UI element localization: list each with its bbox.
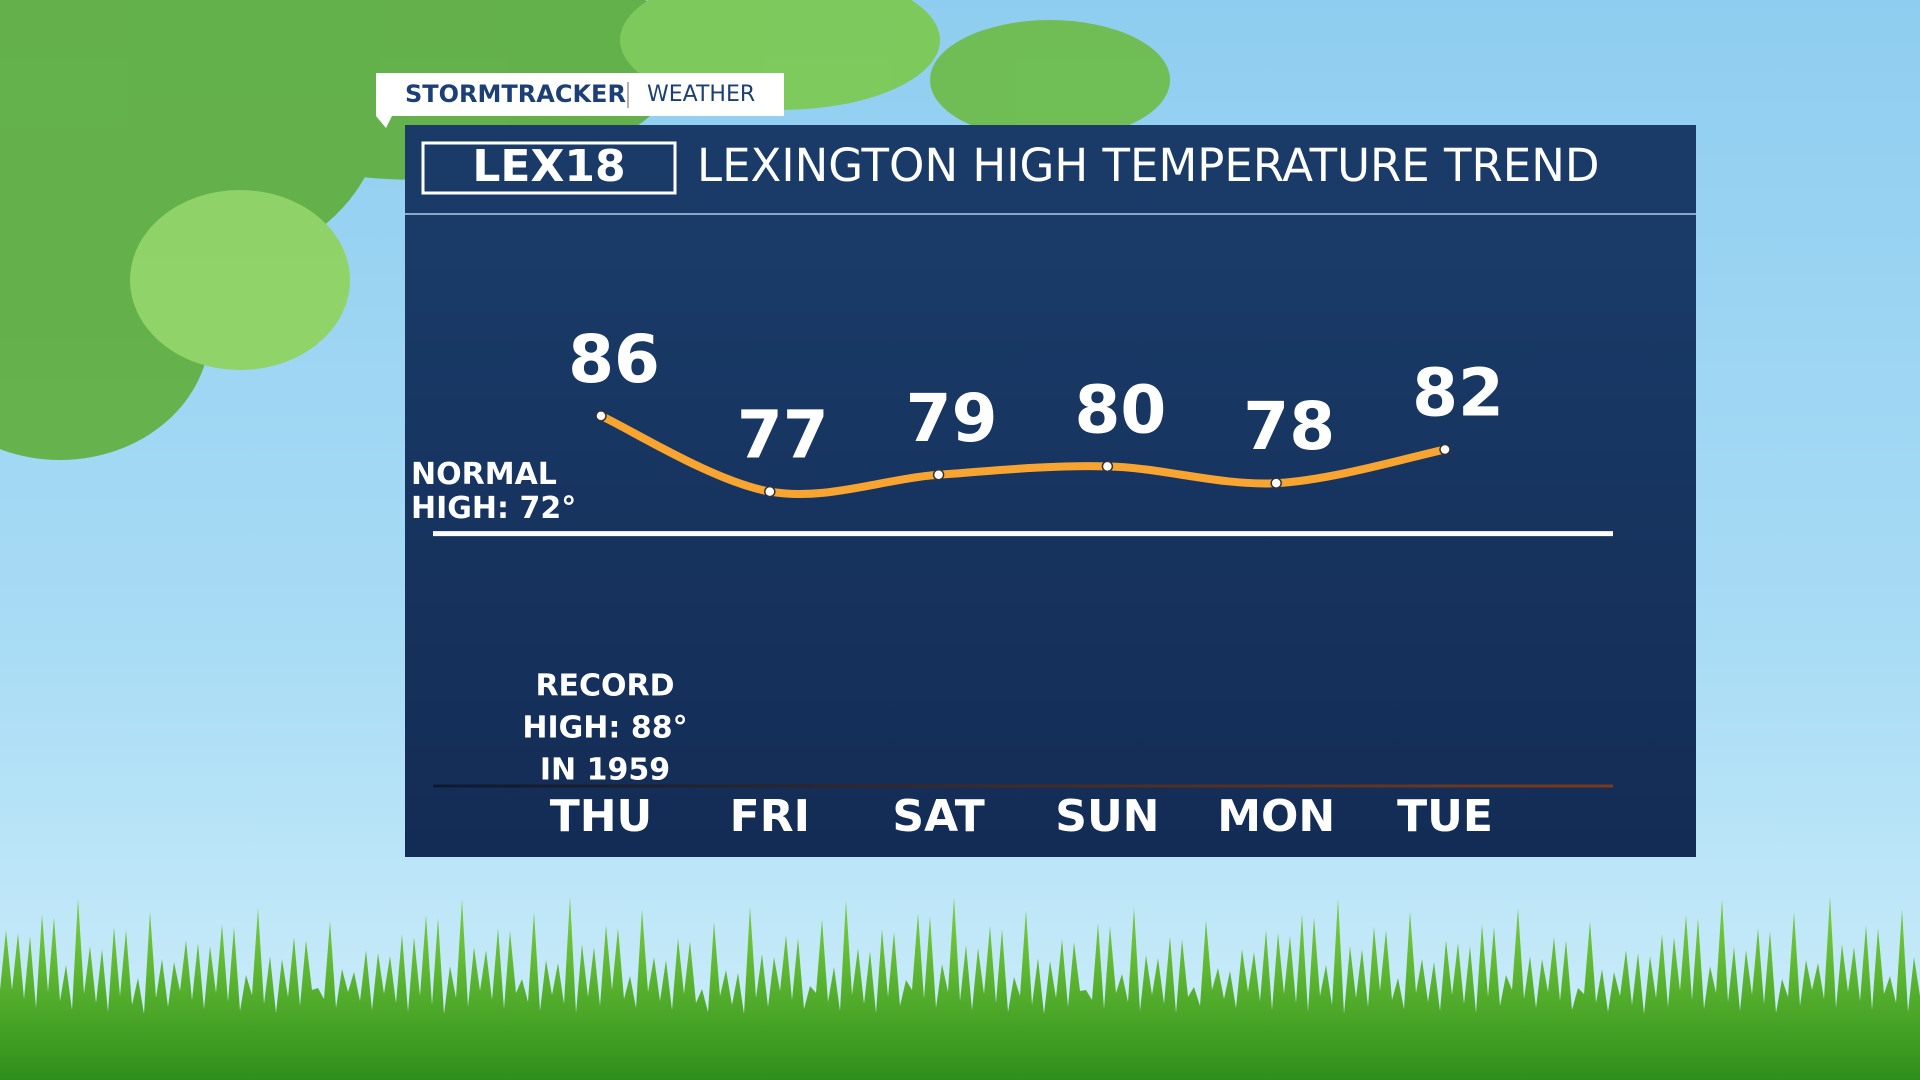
- data-point: [1439, 443, 1451, 456]
- trend-line: [597, 411, 1449, 498]
- value-label: 77: [737, 397, 829, 474]
- normal-high-label: HIGH: 72°: [411, 491, 576, 526]
- x-tick-label: FRI: [730, 791, 810, 842]
- x-tick-label: MON: [1217, 791, 1335, 842]
- panel: [405, 125, 1696, 857]
- data-point: [764, 485, 776, 498]
- data-point: [1101, 460, 1114, 473]
- x-tick-label: SAT: [892, 791, 984, 842]
- value-label: 86: [568, 321, 660, 398]
- station-logo: [421, 141, 677, 195]
- x-tick-label: SUN: [1055, 791, 1159, 842]
- value-label: 78: [1243, 388, 1335, 465]
- normal-high-label: NORMAL: [411, 457, 557, 492]
- x-tick-label: TUE: [1397, 791, 1493, 842]
- record-high-label: HIGH: 88°: [522, 711, 687, 746]
- record-high-label: IN 1959: [540, 753, 670, 788]
- value-label: 80: [1074, 371, 1166, 448]
- value-label: 79: [906, 380, 998, 457]
- value-label: 82: [1412, 355, 1504, 432]
- data-point: [595, 410, 607, 422]
- data-point: [932, 469, 945, 481]
- header-bar: [405, 125, 1696, 214]
- baseline: [433, 784, 1613, 788]
- data-point: [1270, 477, 1282, 489]
- stormtracker-tab: [376, 73, 784, 128]
- record-high-label: RECORD: [535, 669, 674, 704]
- grass: [0, 896, 1920, 1080]
- x-tick-label: THU: [550, 791, 653, 842]
- chart-title: LEXINGTON HIGH TEMPERATURE TREND: [697, 139, 1600, 192]
- station-name: LEX18: [472, 141, 625, 192]
- show-name: STORMTRACKER: [405, 80, 626, 108]
- section-name: WEATHER: [647, 82, 755, 107]
